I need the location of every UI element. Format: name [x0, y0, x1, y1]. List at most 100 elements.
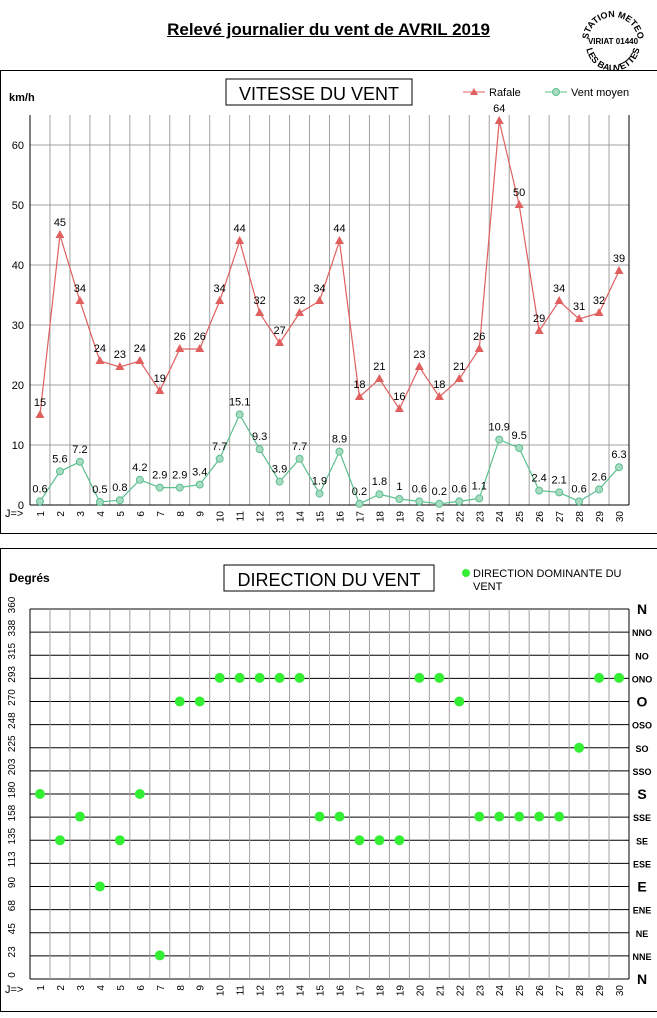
rafale-point — [275, 338, 285, 346]
compass-label: N — [637, 971, 647, 987]
direction-x-tick: 20 — [415, 985, 426, 997]
vent-moyen-point — [315, 489, 324, 498]
compass-label: O — [637, 694, 648, 710]
rafale-label: 32 — [293, 295, 305, 307]
rafale-point — [494, 116, 504, 124]
rafale-point — [135, 356, 145, 364]
speed-x-tick: 19 — [395, 511, 406, 523]
direction-x-tick: 4 — [96, 985, 107, 991]
vent-moyen-label: 2.6 — [591, 471, 606, 483]
vent-moyen-point — [255, 445, 264, 454]
speed-y-tick: 10 — [12, 440, 24, 452]
vent-moyen-label: 1.9 — [312, 476, 327, 488]
direction-x-tick: 1 — [36, 985, 47, 991]
speed-x-tick: 25 — [515, 511, 526, 523]
direction-y-tick: 180 — [7, 781, 18, 798]
speed-x-tick: 17 — [355, 511, 366, 523]
svg-text:STATION METEO: STATION METEO — [580, 9, 646, 40]
vent-moyen-point — [495, 435, 504, 444]
compass-label: NO — [635, 651, 649, 661]
direction-x-tick: 19 — [395, 985, 406, 997]
vent-moyen-point — [515, 444, 524, 452]
direction-x-tick: 12 — [256, 985, 267, 997]
speed-y-label: km/h — [9, 92, 35, 104]
vent-moyen-point — [75, 457, 84, 466]
direction-x-tick: 14 — [296, 985, 307, 997]
direction-y-tick: 270 — [7, 689, 18, 706]
direction-point — [574, 742, 585, 753]
vent-moyen-label: 2.4 — [532, 473, 547, 485]
direction-point — [374, 835, 385, 846]
direction-y-tick: 248 — [7, 712, 18, 729]
speed-y-tick: 20 — [12, 380, 24, 392]
speed-x-tick: 28 — [575, 511, 586, 523]
vent-moyen-point — [555, 488, 564, 497]
direction-y-tick: 135 — [7, 827, 18, 844]
direction-point — [194, 696, 205, 707]
compass-label: OSO — [632, 721, 652, 731]
direction-y-tick: 225 — [7, 735, 18, 752]
rafale-point — [434, 392, 444, 400]
vent-moyen-point — [175, 483, 184, 492]
speed-x-tick: 21 — [435, 511, 446, 523]
direction-x-tick: 11 — [236, 985, 247, 996]
rafale-label: 29 — [533, 313, 545, 325]
direction-x-tick: 26 — [535, 985, 546, 997]
vent-moyen-label: 1 — [396, 481, 402, 493]
vent-moyen-label: 3.9 — [272, 464, 287, 476]
direction-x-tick: 21 — [435, 985, 446, 997]
legend-direction-line2: VENT — [473, 581, 503, 593]
rafale-point — [315, 296, 325, 304]
speed-x-tick: 12 — [256, 511, 267, 523]
direction-x-tick: 9 — [196, 985, 207, 991]
vent-moyen-point — [535, 486, 544, 495]
direction-point — [414, 672, 425, 683]
speed-x-tick: 29 — [595, 511, 606, 523]
vent-moyen-point — [595, 485, 604, 494]
direction-point — [614, 672, 625, 683]
direction-point — [34, 789, 45, 799]
vent-moyen-point — [115, 496, 124, 505]
compass-label: ESE — [633, 859, 651, 869]
rafale-label: 24 — [94, 343, 106, 355]
speed-chart-title: VITESSE DU VENT — [239, 84, 399, 104]
direction-y-tick: 360 — [7, 596, 18, 613]
vent-moyen-label: 2.9 — [172, 470, 187, 482]
rafale-point — [95, 356, 105, 364]
direction-y-tick: 338 — [7, 619, 18, 636]
speed-x-tick: 26 — [535, 511, 546, 523]
speed-grid — [30, 115, 629, 505]
speed-x-tick: 20 — [415, 511, 426, 523]
rafale-label: 45 — [54, 217, 66, 229]
rafale-point — [514, 200, 524, 208]
rafale-point — [574, 314, 584, 322]
speed-x-tick: 13 — [276, 511, 287, 523]
vent-moyen-label: 0.6 — [412, 483, 427, 495]
vent-moyen-label: 0.2 — [432, 486, 447, 498]
direction-x-tick: 25 — [515, 985, 526, 997]
rafale-point — [474, 344, 484, 352]
direction-point — [174, 696, 185, 707]
legend-direction-text: DIRECTION DOMINANTE DU VENT — [473, 568, 625, 593]
direction-point — [154, 950, 165, 961]
rafale-point — [155, 386, 165, 394]
direction-chart-panel: 0 N 23 NNE 45 NE 68 ENE 90 E 113 ESE 135 SE 158 SSE 180 S… — [0, 548, 657, 1012]
rafale-label: 27 — [273, 325, 285, 337]
direction-point — [254, 672, 265, 683]
direction-point — [334, 811, 345, 822]
vent-moyen-point — [275, 477, 284, 486]
rafale-label: 26 — [473, 331, 485, 343]
vent-moyen-label: 7.7 — [212, 441, 227, 453]
compass-label: SSE — [633, 813, 651, 823]
legend-rafale: Rafale — [489, 87, 521, 99]
vent-moyen-label: 1.8 — [372, 476, 387, 488]
rafale-label: 32 — [593, 295, 605, 307]
rafale-label: 16 — [393, 391, 405, 403]
direction-point — [54, 835, 65, 846]
vent-moyen-point — [615, 463, 624, 472]
vent-moyen-label: 0.2 — [352, 486, 367, 498]
speed-title-box — [225, 78, 413, 106]
speed-y-tick: 30 — [12, 320, 24, 332]
